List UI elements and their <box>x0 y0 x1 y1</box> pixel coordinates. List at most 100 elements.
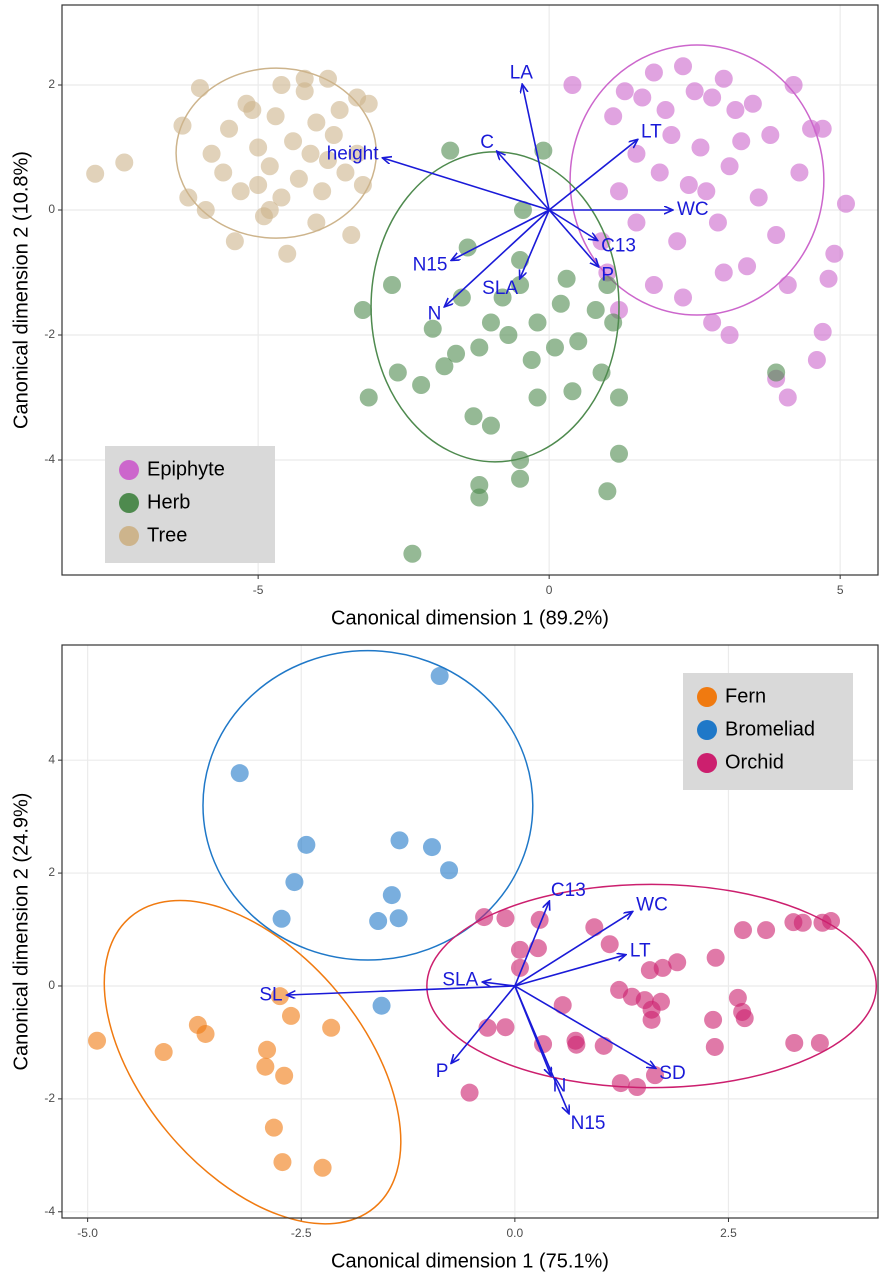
point <box>430 667 449 686</box>
point <box>249 138 268 157</box>
point <box>460 1083 479 1102</box>
point <box>388 363 407 382</box>
arrow-label: WC <box>677 199 709 220</box>
legend-key <box>697 753 717 773</box>
point <box>609 388 628 407</box>
point <box>674 57 693 76</box>
point <box>522 351 541 369</box>
point <box>297 835 316 854</box>
point <box>738 257 757 276</box>
loading-arrow <box>514 985 655 1068</box>
x-tick-label: -5.0 <box>77 1226 98 1240</box>
point <box>382 886 401 905</box>
point <box>728 988 747 1007</box>
point <box>551 294 570 313</box>
x-tick-label: -5 <box>253 583 264 597</box>
point <box>458 238 477 257</box>
point <box>275 1066 294 1085</box>
point <box>569 332 588 351</box>
point <box>611 1074 630 1093</box>
point <box>464 407 483 426</box>
point <box>813 119 832 138</box>
point <box>528 313 547 332</box>
point <box>627 213 646 232</box>
point <box>609 182 628 201</box>
confidence-ellipse <box>202 649 534 961</box>
point <box>289 169 308 188</box>
point <box>496 1018 515 1037</box>
point <box>214 163 233 182</box>
point <box>220 119 239 138</box>
point <box>714 263 733 282</box>
loading-arrow <box>522 85 550 211</box>
point <box>585 918 604 937</box>
point <box>423 319 442 338</box>
point <box>481 313 500 332</box>
x-tick-label: 0 <box>546 583 553 597</box>
loading-arrow <box>288 985 515 995</box>
point <box>318 151 337 169</box>
point <box>511 451 530 469</box>
point <box>553 996 572 1015</box>
point <box>563 382 582 401</box>
arrow-label: P <box>601 264 614 285</box>
loading-arrow <box>514 985 569 1113</box>
y-tick-label: 0 <box>48 202 55 216</box>
point <box>272 909 291 928</box>
point <box>633 88 652 107</box>
point <box>545 338 564 357</box>
legend-key <box>119 460 139 480</box>
x-tick-label: 0.0 <box>507 1226 524 1240</box>
y-tick-label: -2 <box>44 1091 55 1105</box>
legend-key <box>697 687 717 707</box>
point <box>685 82 704 101</box>
point <box>369 912 388 931</box>
point <box>714 69 733 88</box>
point <box>260 201 279 219</box>
point <box>679 176 698 194</box>
point <box>249 176 268 194</box>
arrow-label: WC <box>636 895 668 916</box>
point <box>705 1037 724 1056</box>
point <box>650 163 669 182</box>
y-axis-title: Canonical dimension 2 (10.8%) <box>10 151 32 429</box>
point <box>359 388 378 407</box>
point <box>810 1033 829 1052</box>
point <box>528 939 547 958</box>
point <box>383 276 402 294</box>
y-tick-label: 0 <box>48 978 55 992</box>
point <box>324 126 343 144</box>
point <box>499 326 518 344</box>
point <box>778 276 797 294</box>
loading-arrow <box>497 152 550 211</box>
legend-label: Epiphyte <box>147 458 225 480</box>
point <box>86 164 105 183</box>
legend-key <box>119 526 139 546</box>
arrow-label: N <box>553 1075 567 1096</box>
point <box>173 116 192 135</box>
point <box>179 188 198 207</box>
point <box>586 301 605 319</box>
point <box>313 182 332 201</box>
point <box>154 1043 173 1062</box>
point <box>598 276 617 294</box>
y-tick-label: 2 <box>48 865 55 879</box>
point <box>767 226 786 244</box>
point <box>720 326 739 344</box>
point <box>510 940 529 959</box>
arrow-label: LT <box>641 122 662 143</box>
point <box>656 101 675 119</box>
legend-label: Bromeliad <box>725 718 815 740</box>
point <box>767 363 786 382</box>
x-axis-title: Canonical dimension 1 (75.1%) <box>331 1250 609 1272</box>
point <box>272 76 291 94</box>
arrow-label: N <box>428 303 442 324</box>
point <box>615 82 634 101</box>
arrow-label: C13 <box>551 880 586 901</box>
x-axis-title: Canonical dimension 1 (89.2%) <box>331 607 609 629</box>
point <box>790 163 809 182</box>
point <box>733 921 752 940</box>
loading-arrow <box>520 209 550 278</box>
point <box>115 153 134 172</box>
point <box>644 276 663 294</box>
